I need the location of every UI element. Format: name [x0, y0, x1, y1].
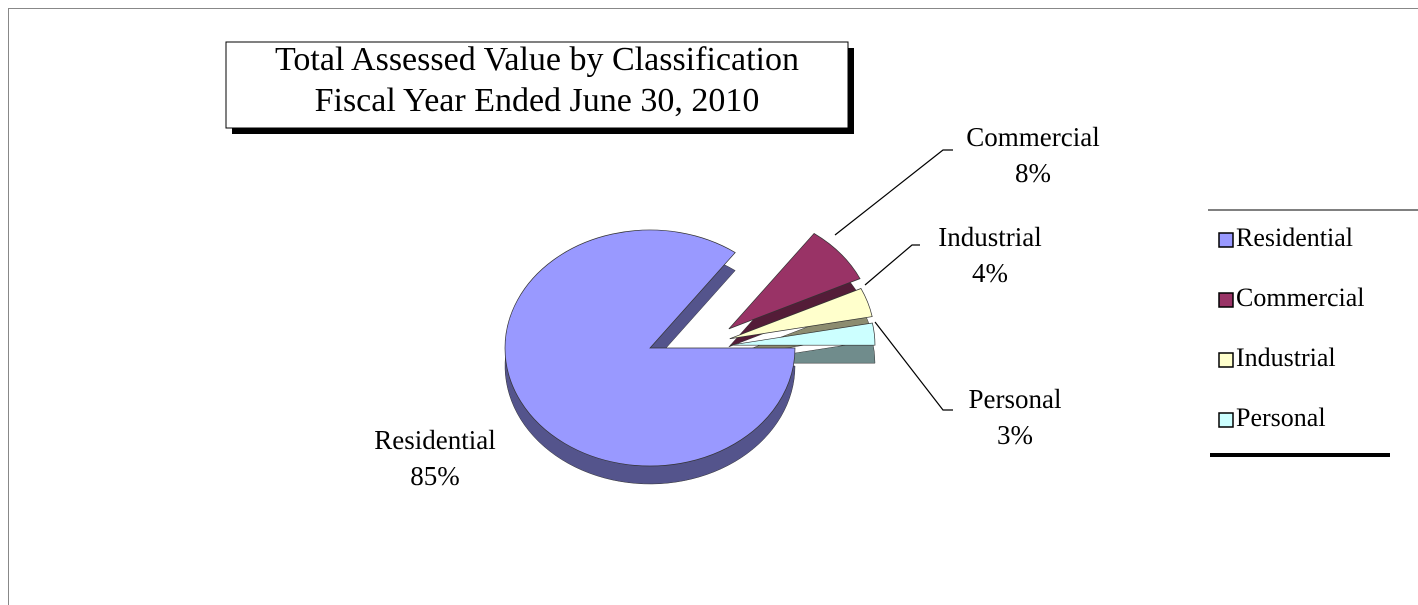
leader-line — [874, 321, 953, 411]
legend-label: Residential — [1236, 223, 1353, 252]
legend: Residential Commercial Industrial Personal — [1218, 223, 1365, 432]
pie-tops — [504, 229, 876, 467]
legend-swatch — [1218, 352, 1234, 368]
chart-border — [8, 8, 1418, 605]
data-label-category: Personal — [969, 384, 1062, 414]
data-label-category: Industrial — [938, 222, 1041, 252]
legend-label: Industrial — [1236, 343, 1336, 372]
data-label-category: Residential — [374, 425, 495, 455]
data-label: 3% — [997, 420, 1033, 450]
legend-label: Personal — [1236, 403, 1326, 432]
data-label: 8% — [1015, 158, 1051, 188]
pie-slice — [729, 322, 876, 346]
data-label: 4% — [972, 258, 1008, 288]
legend-label: Commercial — [1236, 283, 1365, 312]
leader-line — [864, 244, 920, 286]
chart-subtitle: Fiscal Year Ended June 30, 2010 — [315, 82, 760, 119]
legend-swatch — [1218, 232, 1234, 248]
pie-slice — [729, 288, 873, 340]
title-box — [225, 41, 849, 129]
leader-line — [834, 149, 953, 236]
pie-labels: Residential 85% Commercial 8% Industrial 4% Pe… — [374, 122, 1099, 491]
data-label: 85% — [410, 461, 460, 491]
pie-slice — [728, 232, 861, 330]
pie-slice — [504, 229, 796, 467]
data-label-category: Commercial — [966, 122, 1099, 152]
chart-title: Total Assessed Value by Classification — [275, 41, 799, 78]
legend-swatch — [1218, 412, 1234, 428]
legend-swatch — [1218, 292, 1234, 308]
